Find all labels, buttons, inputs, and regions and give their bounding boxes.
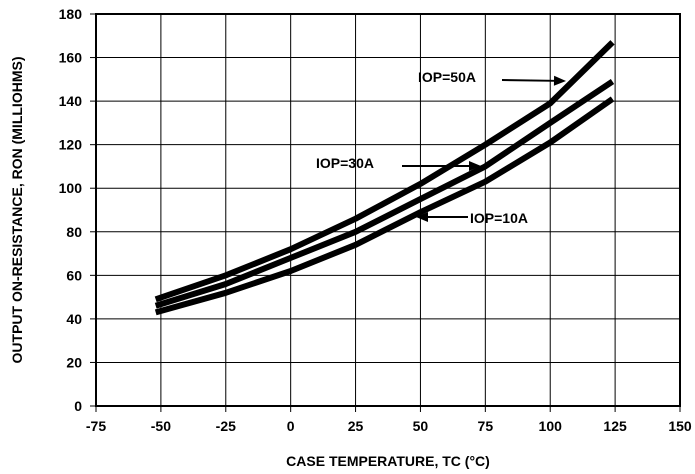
tick-label-layer: -75 -50 -25 0 25 50 75 100 125 150 0 20 40 60 80 100 120… <box>59 6 692 434</box>
y-tick-label: 40 <box>66 311 82 327</box>
x-tick-label: -50 <box>151 418 171 434</box>
x-tick-label: 75 <box>478 418 494 434</box>
y-tick-label: 100 <box>59 180 83 196</box>
x-tick-label: -75 <box>86 418 106 434</box>
y-tick-label: 160 <box>59 50 83 66</box>
x-tick-label: 100 <box>539 418 563 434</box>
plot-frame <box>95 13 681 407</box>
x-tick-label: -25 <box>216 418 236 434</box>
y-axis-title: OUTPUT ON-RESISTANCE, RON (MILLIOHMS) <box>9 57 25 364</box>
annotation-layer: IOP=50A IOP=30A IOP=10A <box>316 69 566 226</box>
x-tick-label: 0 <box>287 418 295 434</box>
x-tick-label: 125 <box>603 418 627 434</box>
series-line-1 <box>154 40 615 303</box>
x-tick-label: 150 <box>668 418 692 434</box>
series-annotation: IOP=10A <box>470 210 528 226</box>
y-tick-label: 80 <box>66 224 82 240</box>
series-annotation: IOP=50A <box>418 69 476 85</box>
series-annotation: IOP=30A <box>316 155 374 171</box>
x-tick-label: 25 <box>348 418 364 434</box>
annotation-arrow-head <box>469 161 481 171</box>
y-tick-label: 20 <box>66 354 82 370</box>
y-tick-label: 60 <box>66 267 82 283</box>
grid-layer <box>90 13 681 412</box>
series-line-2 <box>154 79 615 309</box>
annotation-arrow-head <box>553 75 566 86</box>
x-axis-title: CASE TEMPERATURE, TC (°C) <box>286 453 490 469</box>
y-tick-label: 0 <box>74 398 82 414</box>
x-tick-label: 50 <box>413 418 429 434</box>
y-tick-label: 180 <box>59 6 83 22</box>
annotation-arrow-head <box>416 212 428 222</box>
annotation-arrow-line <box>501 79 555 82</box>
y-tick-label: 120 <box>59 137 83 153</box>
series-line-3 <box>154 96 615 316</box>
y-tick-label: 140 <box>59 93 83 109</box>
series-layer <box>154 40 615 316</box>
